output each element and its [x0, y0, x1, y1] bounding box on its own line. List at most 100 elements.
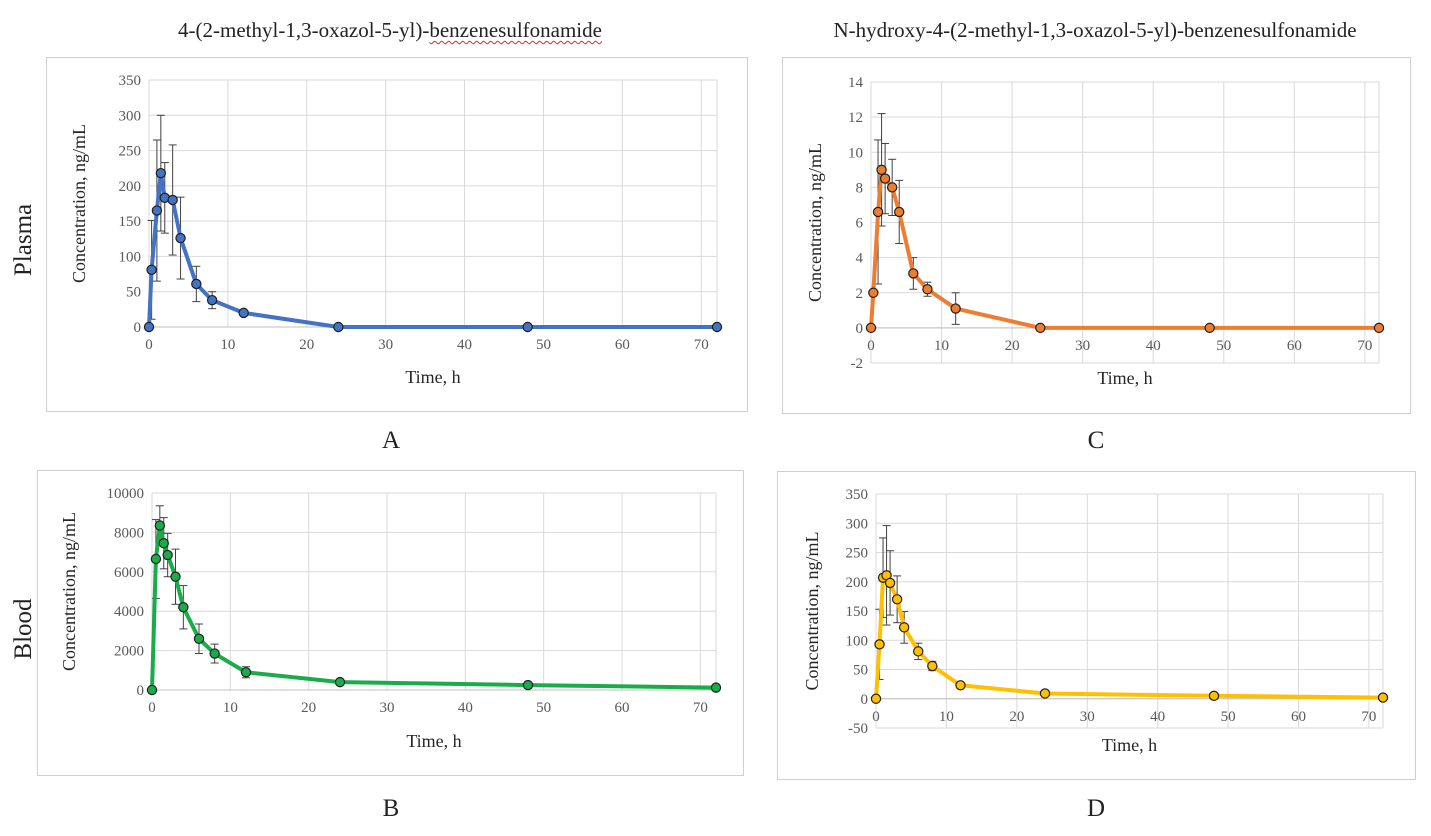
chart-d-ytick-label: 300	[846, 516, 869, 532]
chart-a-xtick-label: 0	[145, 337, 153, 353]
chart-b-y-axis-title: Concentration, ng/mL	[59, 512, 79, 671]
chart-b-data-point	[522, 679, 534, 691]
chart-a-data-point	[167, 194, 178, 206]
row-label-blood: Blood	[10, 598, 37, 660]
row-label-plasma: Plasma	[10, 203, 37, 277]
chart-c-data-point	[865, 322, 877, 334]
chart-d-data-point	[955, 680, 966, 691]
chart-d-data-point	[1377, 692, 1389, 703]
chart-d-y-axis-title: Concentration, ng/mL	[802, 532, 822, 691]
chart-d-xtick-label: 20	[1009, 709, 1024, 725]
panel-letter-b: B	[382, 795, 400, 822]
chart-b-ytick-label: 0	[137, 683, 145, 699]
chart-c-xtick-label: 10	[934, 338, 949, 354]
chart-b-data-point	[158, 538, 169, 549]
chart-a-data-point	[191, 278, 202, 290]
chart-d-ytick-label: 250	[846, 546, 869, 562]
column-title-right: N-hydroxy-4-(2-methyl-1,3-oxazol-5-yl)-b…	[833, 18, 1357, 42]
chart-a-ytick-label: 350	[119, 73, 142, 89]
chart-a-data-point	[711, 321, 723, 333]
chart-a-xtick-label: 30	[378, 337, 393, 353]
chart-b-xtick-label: 10	[223, 700, 238, 716]
chart-c-data-point	[908, 268, 919, 279]
chart-d-data-point	[913, 646, 924, 657]
chart-b-data-point	[710, 682, 722, 693]
chart-a-xtick-label: 60	[615, 337, 630, 353]
panel-letter-c: C	[1087, 427, 1105, 454]
chart-a-series-line	[147, 171, 719, 329]
chart-b-data-point	[178, 602, 189, 613]
chart-c-xtick-label: 0	[867, 338, 875, 354]
chart-b: 0 2000 4000 6000 8000 10000 0 10 20 30 40 50 60 70 Tim…	[59, 486, 722, 751]
chart-c-data-point	[1204, 322, 1215, 334]
chart-c-ytick-label: 12	[848, 110, 863, 126]
chart-c-xtick-label: 40	[1146, 338, 1161, 354]
chart-c-data-point	[922, 284, 933, 295]
chart-c-data-point	[872, 206, 884, 218]
chart-a-xtick-label: 10	[220, 337, 235, 353]
chart-d-ytick-label: 150	[846, 604, 869, 620]
chart-d-xtick-label: 30	[1080, 709, 1095, 725]
chart-d-xtick-label: 0	[872, 709, 880, 725]
chart-a-ytick-label: 250	[119, 144, 142, 160]
chart-b-ytick-label: 6000	[114, 565, 144, 581]
chart-c-ytick-label: -2	[851, 356, 864, 372]
chart-d-x-axis-title: Time, h	[1102, 735, 1157, 755]
chart-a-xtick-label: 50	[536, 337, 551, 353]
chart-panel-a: 0 50 100 150 200 250 300 350 0 10 20 30 40 50 60 70 Time…	[46, 57, 748, 412]
chart-b-data-point	[146, 684, 158, 696]
chart-a-data-point	[522, 321, 533, 333]
chart-b-xtick-label: 50	[536, 700, 551, 716]
chart-b-xtick-label: 40	[458, 700, 473, 716]
chart-a-ytick-label: 50	[126, 285, 141, 301]
chart-a-data-point	[146, 264, 157, 276]
chart-c-data-point	[894, 206, 905, 218]
chart-b-data-point	[334, 676, 346, 688]
chart-a-xtick-label: 20	[299, 337, 314, 353]
chart-panel-c: -2 0 2 4 6 8 10 12 14 0 10 20 30 40 50 60 70 Time, h Conce…	[782, 57, 1411, 414]
chart-b-data-point	[162, 549, 173, 561]
chart-c-data-point	[879, 173, 891, 184]
chart-d-xtick-label: 40	[1150, 709, 1165, 725]
chart-b-ytick-label: 4000	[114, 604, 144, 620]
chart-c-xtick-label: 20	[1005, 338, 1020, 354]
chart-panel-b: 0 2000 4000 6000 8000 10000 0 10 20 30 40 50 60 70 Tim…	[37, 470, 744, 776]
chart-d-data-point	[1039, 688, 1051, 699]
chart-a-ytick-label: 100	[119, 249, 142, 265]
chart-panel-d: -50 0 50 100 150 200 250 300 350 0 10 20 30 40 50 60 70 T…	[777, 471, 1416, 780]
chart-c-series-line	[869, 167, 1381, 330]
chart-d-data-point	[927, 660, 938, 672]
chart-b-ytick-label: 2000	[114, 644, 144, 660]
chart-a-ytick-label: 300	[119, 108, 142, 124]
chart-a-y-axis-title: Concentration, ng/mL	[69, 124, 89, 283]
panel-letter-a: A	[381, 427, 401, 454]
chart-b-series-line	[150, 523, 718, 692]
chart-c-ytick-label: 8	[856, 180, 864, 196]
chart-d-ytick-label: 50	[853, 663, 868, 679]
chart-d-xtick-label: 70	[1361, 709, 1376, 725]
chart-a-data-point	[206, 294, 218, 306]
chart-a: 0 50 100 150 200 250 300 350 0 10 20 30 40 50 60 70 Time…	[69, 73, 723, 387]
chart-b-xtick-label: 0	[148, 700, 156, 716]
title-left-prefix: 4-(2-methyl-1,3-oxazol-5-yl)-	[178, 18, 430, 42]
chart-d-ytick-label: 100	[846, 633, 869, 649]
chart-d-data-point	[898, 622, 910, 633]
chart-d-ytick-label: 350	[846, 487, 869, 503]
title-left-word: benzenesulfonamide	[429, 18, 602, 42]
chart-d-ytick-label: 0	[861, 692, 869, 708]
chart-a-ytick-label: 0	[134, 320, 142, 336]
chart-a-data-point	[238, 307, 249, 319]
chart-c-data-point	[1373, 322, 1385, 334]
chart-b-xtick-label: 30	[380, 700, 395, 716]
chart-c-x-axis-title: Time, h	[1097, 368, 1152, 388]
chart-d-xtick-label: 60	[1291, 709, 1306, 725]
panel-letter-d: D	[1086, 795, 1106, 822]
chart-a-xtick-label: 40	[457, 337, 472, 353]
chart-d-data-point	[874, 639, 885, 650]
chart-a-data-point	[155, 167, 167, 179]
chart-b-data-point	[209, 648, 220, 659]
chart-b-xtick-label: 70	[693, 700, 708, 716]
chart-b-x-axis-title: Time, h	[406, 731, 461, 751]
